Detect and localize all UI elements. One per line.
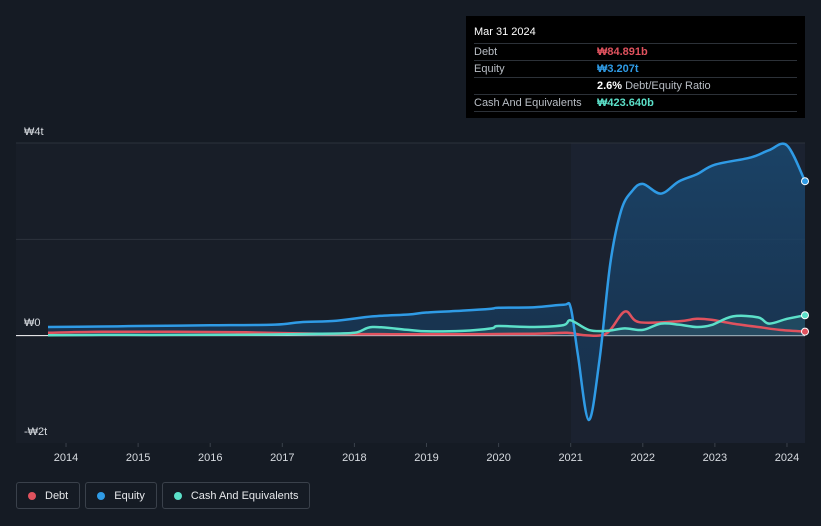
tooltip-value: ₩423.640b [597, 97, 654, 109]
tooltip-row-debt: Debt ₩84.891b [474, 43, 797, 60]
tooltip-label: Equity [474, 63, 505, 75]
legend-dot-icon [173, 491, 182, 500]
tooltip-label: Debt [474, 46, 498, 58]
legend-dot-icon [28, 491, 36, 500]
x-tick-label: 2023 [703, 452, 727, 464]
legend-item-debt[interactable]: Debt [16, 482, 81, 509]
y-tick-label: ₩0 [24, 317, 41, 329]
x-tick-label: 2022 [631, 452, 655, 464]
x-tick-label: 2024 [775, 452, 799, 464]
x-tick-label: 2020 [486, 452, 510, 464]
series-lines [47, 142, 807, 422]
y-tick-label: -₩2t [24, 426, 47, 438]
x-tick-label: 2021 [558, 452, 582, 464]
series-end-markers [801, 177, 809, 336]
x-tick-label: 2014 [54, 452, 78, 464]
debt-end-marker [801, 327, 809, 336]
cash-and-equivalents-end-marker [801, 311, 809, 320]
debt-line [47, 310, 806, 337]
legend-item-cash[interactable]: Cash And Equivalents [161, 482, 311, 509]
equity-area [48, 143, 805, 421]
legend-dot-icon [97, 491, 106, 500]
x-axis-labels: 2014 2015 2016 2017 2018 2019 2020 2021 2022 2023… [54, 443, 799, 464]
tooltip-value: 2.6% [597, 80, 623, 92]
legend-item-equity[interactable]: Equity [85, 482, 157, 509]
x-tick-label: 2017 [270, 452, 294, 464]
equity-end-marker [801, 177, 809, 186]
x-tick-label: 2015 [126, 452, 150, 464]
legend-label: Debt [45, 489, 69, 502]
tooltip-value: ₩84.891b [597, 46, 648, 58]
legend-label: Equity [114, 489, 145, 502]
x-tick-label: 2019 [414, 452, 438, 464]
tooltip-label: Cash And Equivalents [474, 97, 582, 109]
data-tooltip: Mar 31 2024 Debt ₩84.891b Equity ₩3.207t… [466, 16, 805, 118]
tooltip-value: ₩3.207t [597, 63, 639, 75]
tooltip-ratio-label: Debt/Equity Ratio [625, 80, 711, 92]
tooltip-row-ratio: 2.6% Debt/Equity Ratio [474, 77, 797, 94]
tooltip-date: Mar 31 2024 [474, 26, 536, 38]
y-tick-label: ₩4t [24, 126, 44, 138]
x-tick-label: 2016 [198, 452, 222, 464]
legend-label: Cash And Equivalents [190, 489, 299, 502]
equity-line [47, 142, 807, 422]
tooltip-row-cash: Cash And Equivalents ₩423.640b [474, 94, 797, 112]
chart-legend: Debt Equity Cash And Equivalents [16, 482, 311, 511]
tooltip-label [474, 78, 597, 94]
tooltip-row-equity: Equity ₩3.207t [474, 60, 797, 77]
cash-and-equivalents-line [47, 314, 806, 337]
x-tick-label: 2018 [342, 452, 366, 464]
y-axis-labels: ₩4t ₩0 -₩2t [24, 126, 47, 438]
